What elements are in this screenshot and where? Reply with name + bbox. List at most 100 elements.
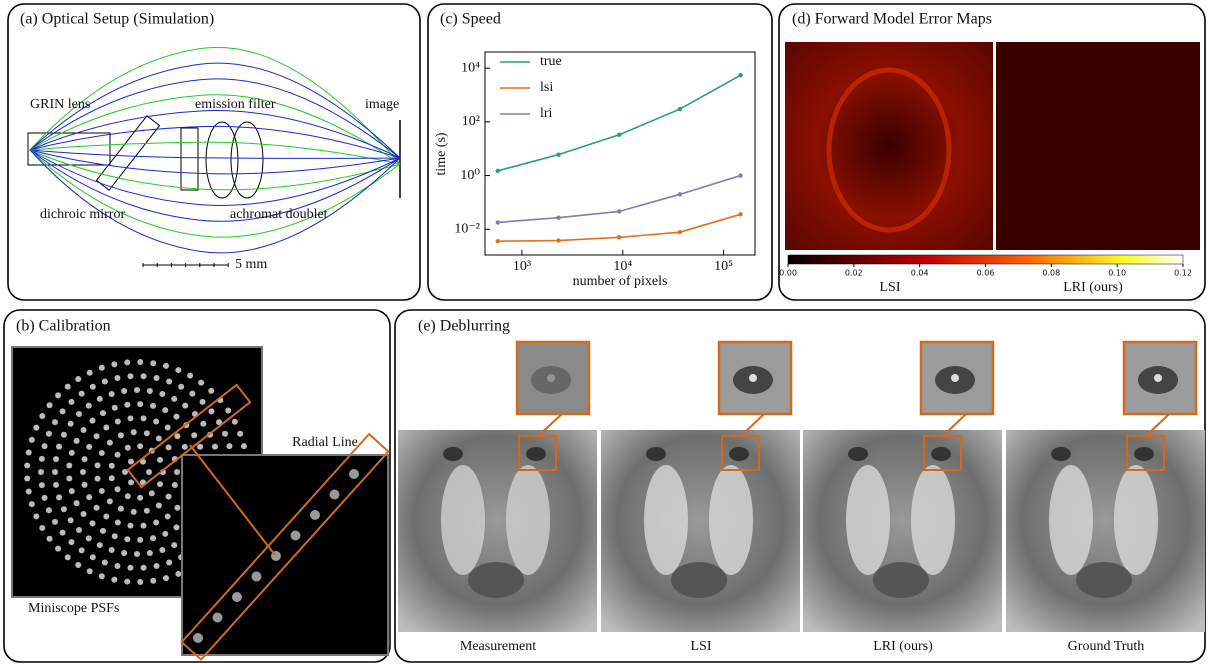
psf	[99, 573, 105, 579]
colorbar-tick-label: 0.04	[911, 269, 929, 278]
cheek	[709, 465, 753, 575]
psf	[81, 427, 87, 433]
psf	[68, 517, 74, 523]
psf	[141, 373, 147, 379]
title: (c) Speed	[440, 11, 501, 28]
psf	[150, 403, 156, 409]
psf	[90, 554, 96, 560]
psf	[166, 559, 172, 565]
psf	[66, 463, 72, 469]
psf	[163, 363, 169, 369]
lens	[206, 122, 238, 198]
psf	[114, 563, 120, 569]
image-label: Measurement	[460, 639, 536, 654]
colorbar-tick-label: 0.08	[1042, 269, 1060, 278]
psf	[171, 396, 177, 402]
psf	[197, 444, 203, 450]
x-axis-label: number of pixels	[573, 274, 668, 289]
plot-frame	[485, 52, 755, 255]
image-label: LRI (ours)	[873, 639, 933, 654]
psf	[200, 421, 206, 427]
psf	[99, 488, 105, 494]
psf	[76, 411, 82, 417]
psf	[200, 399, 206, 405]
psf	[153, 419, 159, 425]
figure: (a) Optical Setup (Simulation) GRIN lens…	[0, 0, 1209, 664]
psf	[134, 387, 140, 393]
psf	[237, 431, 243, 437]
point	[556, 152, 560, 156]
psf	[154, 563, 160, 569]
psf	[125, 445, 131, 451]
psf	[137, 359, 143, 365]
nose	[873, 562, 929, 598]
psf	[131, 509, 137, 515]
psf	[75, 562, 81, 568]
psf	[252, 572, 262, 582]
psf	[157, 457, 163, 463]
psf	[95, 476, 101, 482]
psf	[241, 443, 247, 449]
nose	[1076, 562, 1132, 598]
psf	[213, 613, 223, 623]
cheek	[1049, 465, 1093, 575]
cheek	[644, 465, 688, 575]
error-map-lsi	[785, 42, 993, 250]
psf	[112, 533, 118, 539]
psf	[154, 375, 160, 381]
series-line	[498, 176, 741, 223]
psf	[198, 380, 204, 386]
psf	[156, 436, 162, 442]
psf	[103, 425, 109, 431]
y-tick-label: 10²	[462, 114, 480, 129]
psf	[153, 519, 159, 525]
psf	[112, 405, 118, 411]
psf	[128, 459, 134, 465]
psf	[33, 425, 39, 431]
psf	[97, 396, 103, 402]
psf	[111, 361, 117, 367]
psf	[127, 523, 133, 529]
point	[678, 107, 682, 111]
psf	[74, 500, 80, 506]
cheek	[506, 465, 550, 575]
psf	[69, 488, 75, 494]
psf	[68, 399, 74, 405]
psf	[208, 408, 214, 414]
psf	[150, 578, 156, 584]
psf	[39, 456, 45, 462]
psf	[52, 419, 58, 425]
psf	[131, 429, 137, 435]
psf	[146, 469, 152, 475]
psf	[60, 530, 66, 536]
psf	[115, 486, 121, 492]
label: achromat doublet	[230, 207, 328, 222]
colorbar-tick-label: 0.10	[1108, 269, 1126, 278]
psf	[80, 469, 86, 475]
psf	[178, 384, 184, 390]
point	[556, 215, 560, 219]
point	[617, 209, 621, 213]
eye	[729, 447, 749, 461]
psf	[60, 408, 66, 414]
psf	[222, 431, 228, 437]
cheek	[1114, 465, 1158, 575]
psf	[144, 508, 150, 514]
psf	[115, 452, 121, 458]
psf	[46, 431, 52, 437]
psf	[137, 495, 143, 501]
psf	[165, 425, 171, 431]
psf	[125, 493, 131, 499]
x-tick-label: 10³	[513, 259, 531, 274]
x-tick-label: 10⁵	[714, 259, 733, 274]
psf	[141, 523, 147, 529]
psf	[79, 391, 85, 397]
psf	[193, 633, 203, 643]
psf	[121, 550, 127, 556]
title: (a) Optical Setup (Simulation)	[20, 11, 214, 28]
psf	[171, 542, 177, 548]
psf	[69, 450, 75, 456]
psf	[208, 388, 214, 394]
psf	[109, 391, 115, 397]
psf	[55, 546, 61, 552]
